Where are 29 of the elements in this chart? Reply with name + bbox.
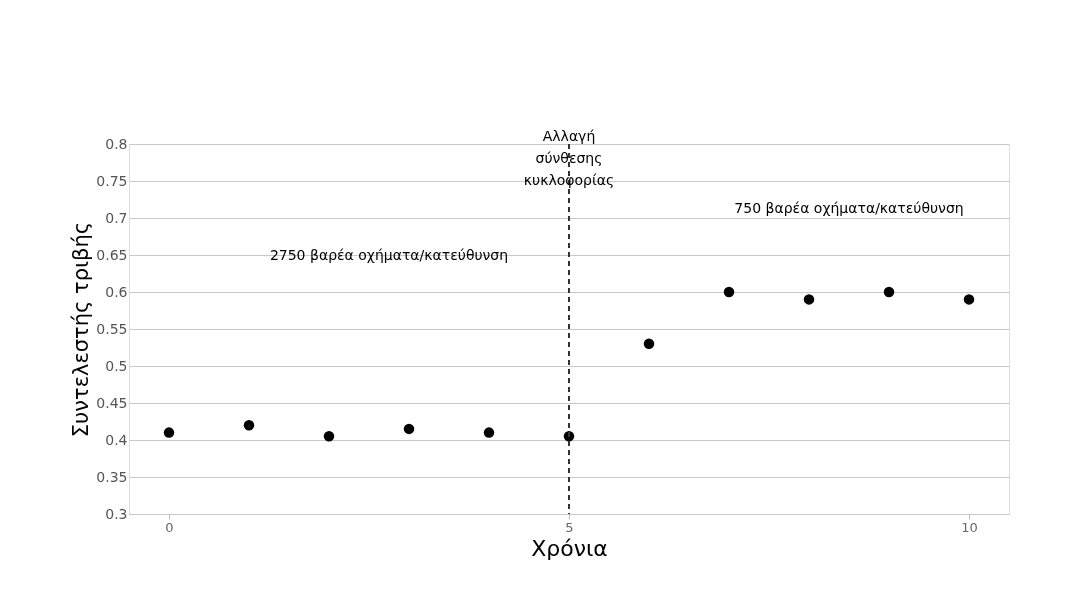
y-tick-label: 0.6 (105, 283, 128, 300)
point (643, 338, 655, 350)
y-tick-label: 0.55 (96, 320, 128, 337)
point (723, 286, 735, 298)
ref-line-label: Αλλαγή σύνθεσης κυκλοφορίας (523, 128, 615, 188)
point (963, 294, 975, 305)
point (803, 294, 815, 305)
y-tick-label: 0.65 (96, 246, 128, 263)
point (323, 431, 335, 442)
y-tick-label: 0.75 (96, 172, 128, 189)
y-axis-title: Συντελεστής τριβής (69, 221, 94, 438)
point (163, 427, 175, 438)
y-tick-label: 0.4 (105, 431, 128, 448)
point (883, 286, 895, 298)
y-tick-label: 0.5 (105, 357, 128, 374)
x-axis-title: Χρόνια (531, 535, 608, 561)
y-tick-label: 0.7 (105, 209, 128, 226)
point (243, 419, 255, 431)
y-tick-label: 0.45 (96, 394, 128, 411)
y-tick-label: 0.3 (105, 505, 128, 522)
annotation: 2750 βαρέα οχήματα/κατεύθυνση (269, 247, 509, 263)
annotation: 750 βαρέα οχήματα/κατεύθυνση (734, 200, 964, 216)
point (483, 427, 495, 438)
y-tick-label: 0.35 (96, 468, 128, 485)
y-tick-label: 0.8 (105, 135, 128, 152)
point (403, 423, 415, 435)
x-tick-label: 10 (961, 519, 978, 535)
x-tick-label: 5 (565, 519, 574, 535)
x-tick-label: 0 (165, 519, 174, 535)
